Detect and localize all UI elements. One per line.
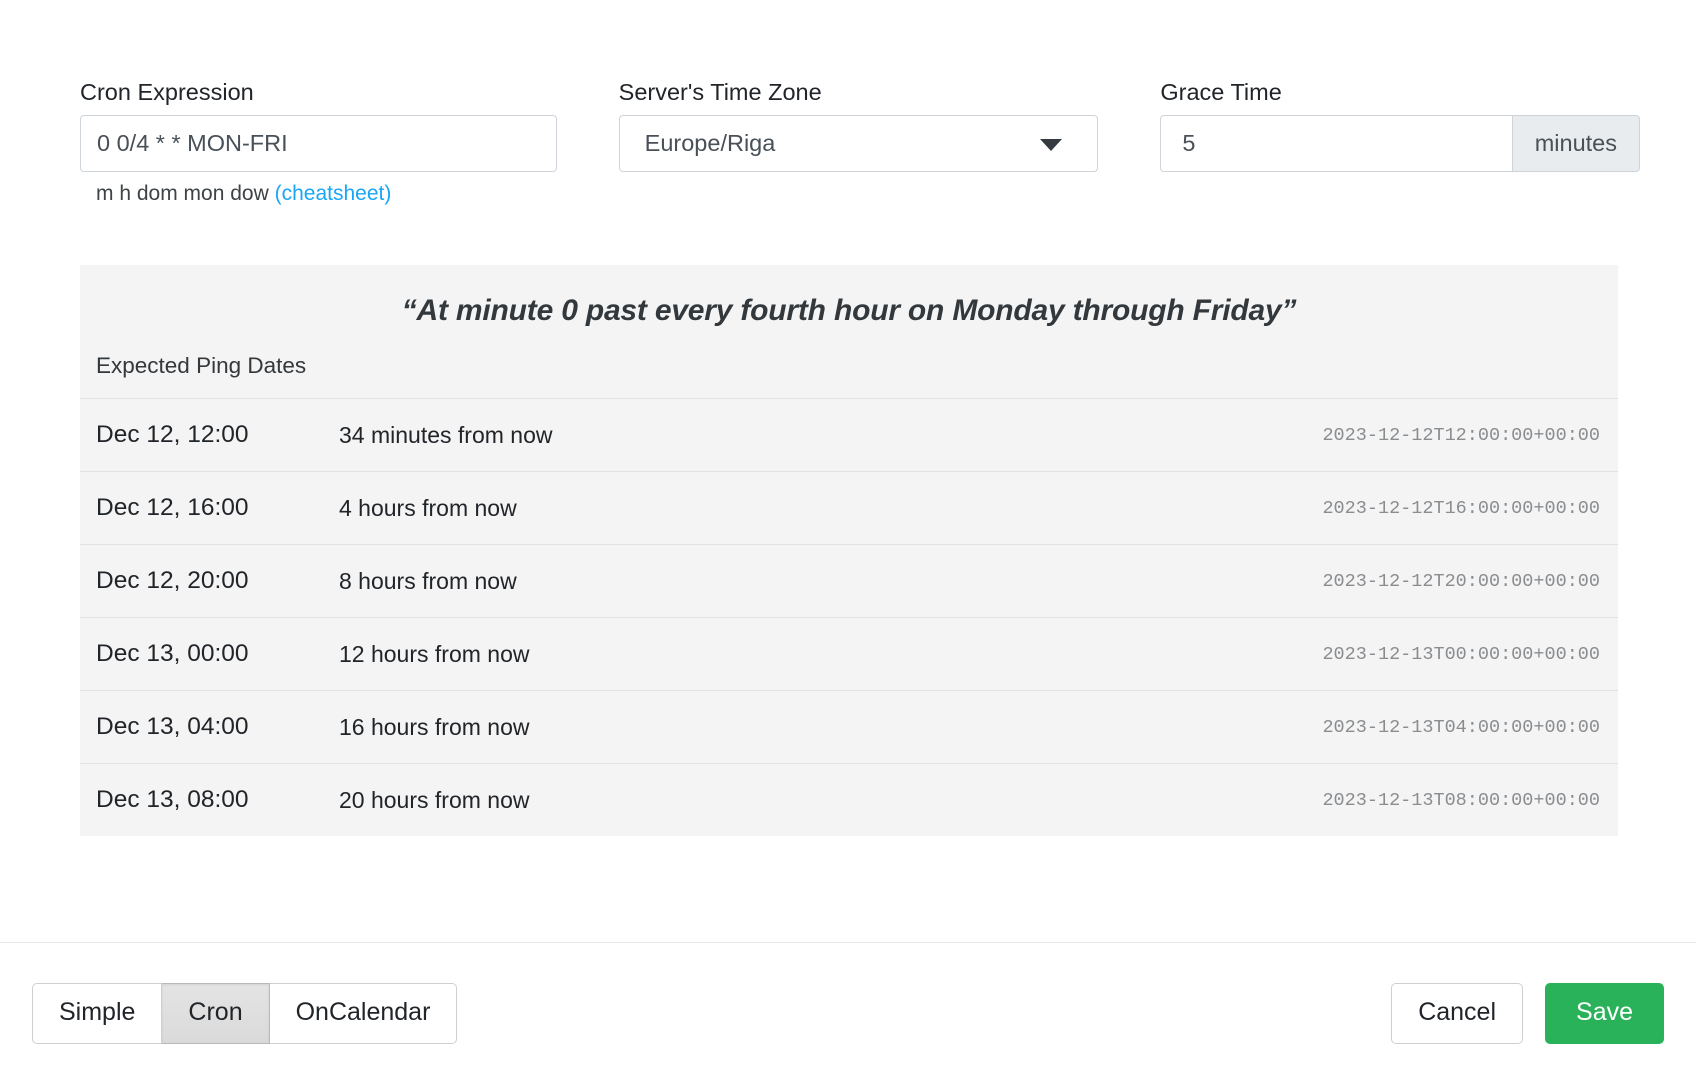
ping-date: Dec 12, 20:00 <box>80 544 321 618</box>
ping-date: Dec 12, 12:00 <box>80 398 321 472</box>
grace-time-label: Grace Time <box>1160 79 1282 105</box>
tab-cron[interactable]: Cron <box>162 983 270 1044</box>
ping-iso: 2023-12-12T12:00:00+00:00 <box>890 398 1618 472</box>
ping-date: Dec 12, 16:00 <box>80 471 321 545</box>
ping-relative: 4 hours from now <box>321 471 891 545</box>
cron-expression-input[interactable] <box>80 115 557 172</box>
tab-simple[interactable]: Simple <box>32 983 163 1044</box>
table-row: Dec 12, 20:00 8 hours from now 2023-12-1… <box>80 544 1618 618</box>
ping-relative: 16 hours from now <box>321 690 891 764</box>
schedule-mode-button-group: Simple Cron OnCalendar <box>32 983 458 1044</box>
grace-time-unit-addon: minutes <box>1512 115 1641 172</box>
ping-iso: 2023-12-12T20:00:00+00:00 <box>890 544 1618 618</box>
ping-relative: 20 hours from now <box>321 763 891 836</box>
save-button[interactable]: Save <box>1545 983 1664 1044</box>
schedule-form-row: Cron Expression m h dom mon dow (cheatsh… <box>80 78 1641 207</box>
expected-ping-dates-table: Dec 12, 12:00 34 minutes from now 2023-1… <box>80 398 1618 836</box>
timezone-select-wrap: Europe/Riga <box>618 115 1099 172</box>
grace-time-input-group: minutes <box>1160 115 1641 172</box>
table-row: Dec 12, 16:00 4 hours from now 2023-12-1… <box>80 471 1618 545</box>
chevron-down-icon <box>1040 138 1063 151</box>
cron-hint-text: m h dom mon dow <box>96 182 269 205</box>
ping-relative: 8 hours from now <box>321 544 891 618</box>
table-row: Dec 13, 08:00 20 hours from now 2023-12-… <box>80 763 1618 836</box>
ping-iso: 2023-12-13T04:00:00+00:00 <box>890 690 1618 764</box>
table-row: Dec 12, 12:00 34 minutes from now 2023-1… <box>80 398 1618 472</box>
cron-expression-field-group: Cron Expression m h dom mon dow (cheatsh… <box>80 78 557 207</box>
expected-ping-dates-label: Expected Ping Dates <box>96 353 307 378</box>
grace-time-input[interactable] <box>1160 115 1513 172</box>
cron-expression-hint: m h dom mon dow (cheatsheet) <box>96 181 557 207</box>
tab-oncalendar[interactable]: OnCalendar <box>269 983 458 1044</box>
schedule-preview-panel: “At minute 0 past every fourth hour on M… <box>80 265 1618 836</box>
schedule-description: “At minute 0 past every fourth hour on M… <box>401 294 1297 327</box>
timezone-field-group: Server's Time Zone Europe/Riga <box>618 78 1099 172</box>
timezone-label: Server's Time Zone <box>618 79 822 105</box>
cheatsheet-link[interactable]: (cheatsheet) <box>274 182 392 205</box>
ping-relative: 12 hours from now <box>321 617 891 691</box>
ping-date: Dec 13, 00:00 <box>80 617 321 691</box>
table-row: Dec 13, 00:00 12 hours from now 2023-12-… <box>80 617 1618 691</box>
footer-divider <box>0 942 1696 943</box>
ping-relative: 34 minutes from now <box>321 398 891 472</box>
footer-actions: Cancel Save <box>1391 983 1664 1044</box>
modal-footer: Simple Cron OnCalendar Cancel Save <box>0 943 1696 1072</box>
ping-iso: 2023-12-12T16:00:00+00:00 <box>890 471 1618 545</box>
ping-date: Dec 13, 04:00 <box>80 690 321 764</box>
ping-iso: 2023-12-13T00:00:00+00:00 <box>890 617 1618 691</box>
expected-ping-dates-body: Dec 12, 12:00 34 minutes from now 2023-1… <box>80 398 1618 836</box>
table-row: Dec 13, 04:00 16 hours from now 2023-12-… <box>80 690 1618 764</box>
ping-date: Dec 13, 08:00 <box>80 763 321 836</box>
grace-time-field-group: Grace Time minutes <box>1160 78 1641 172</box>
ping-iso: 2023-12-13T08:00:00+00:00 <box>890 763 1618 836</box>
timezone-select[interactable]: Europe/Riga <box>618 115 1099 172</box>
cron-expression-label: Cron Expression <box>80 79 254 105</box>
cancel-button[interactable]: Cancel <box>1391 983 1524 1044</box>
